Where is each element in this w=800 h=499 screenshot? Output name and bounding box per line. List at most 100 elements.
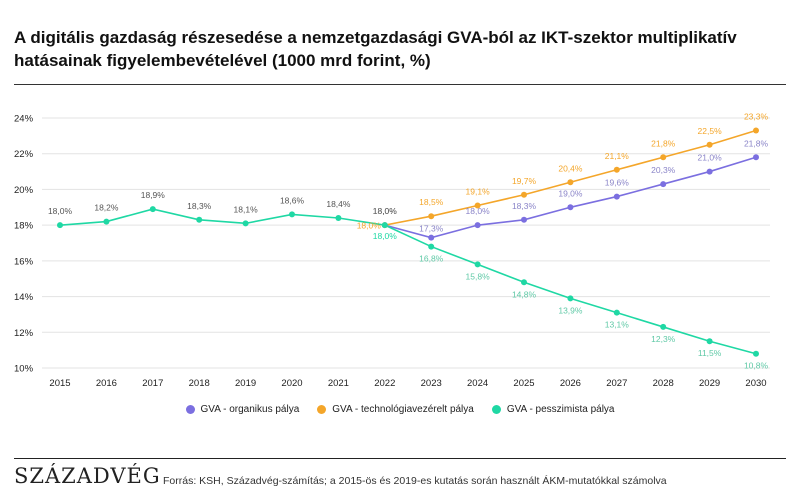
data-point: [474, 222, 481, 229]
data-label: 13,9%: [558, 305, 583, 315]
legend-label: GVA - pesszimista pálya: [506, 404, 615, 415]
data-label: 20,3%: [651, 165, 676, 175]
x-tick-label: 2020: [281, 378, 302, 389]
data-label: 10,8%: [744, 361, 769, 371]
legend-item: GVA - technológiavezérelt pálya: [317, 404, 474, 415]
data-label: 18,9%: [141, 190, 166, 200]
title-divider: [14, 84, 786, 85]
x-tick-label: 2019: [235, 378, 256, 389]
data-point: [428, 234, 435, 241]
footer-divider: [14, 458, 786, 459]
data-point: [196, 216, 203, 223]
data-label: 18,0%: [466, 206, 491, 216]
data-label: 19,7%: [512, 176, 537, 186]
x-tick-label: 2021: [328, 378, 349, 389]
legend-item: GVA - organikus pálya: [185, 404, 299, 415]
data-point: [521, 279, 527, 286]
data-point: [613, 309, 620, 316]
data-point: [474, 261, 481, 268]
data-point: [521, 216, 527, 223]
data-point: [567, 295, 574, 302]
y-tick-label: 22%: [14, 149, 34, 160]
data-point: [335, 215, 342, 221]
data-point: [381, 222, 388, 229]
data-label: 15,8%: [466, 271, 491, 281]
data-label: 16,8%: [419, 254, 444, 264]
data-label: 23,3%: [744, 112, 769, 122]
data-point: [103, 218, 110, 225]
x-tick-label: 2023: [421, 378, 442, 389]
data-point: [567, 204, 574, 211]
x-tick-label: 2022: [374, 378, 395, 389]
data-label: 18,4%: [326, 199, 351, 209]
y-tick-label: 16%: [14, 256, 34, 267]
chart-title: A digitális gazdaság részesedése a nemze…: [14, 28, 737, 70]
data-point: [753, 154, 759, 161]
series-line: [384, 129, 757, 226]
data-label: 14,8%: [512, 289, 537, 299]
data-label: 18,5%: [419, 197, 444, 207]
data-point: [706, 338, 713, 345]
data-label: 18,0%: [48, 206, 73, 216]
data-point: [149, 206, 156, 213]
data-label: 18,6%: [280, 195, 305, 205]
x-tick-label: 2015: [49, 378, 70, 389]
data-label: 18,0%: [357, 221, 382, 231]
x-tick-label: 2028: [653, 378, 674, 389]
data-point: [521, 191, 527, 198]
data-point: [660, 323, 667, 330]
data-point: [613, 193, 620, 200]
y-tick-label: 20%: [14, 185, 34, 196]
data-label: 21,8%: [744, 138, 769, 148]
x-tick-label: 2027: [606, 378, 627, 389]
data-point: [428, 213, 435, 220]
x-tick-label: 2018: [189, 378, 210, 389]
data-point: [753, 127, 759, 134]
data-point: [567, 179, 574, 186]
data-label: 18,3%: [187, 201, 212, 211]
y-tick-label: 24%: [14, 114, 34, 125]
x-tick-label: 2016: [96, 378, 117, 389]
data-label: 21,1%: [605, 151, 630, 161]
data-label: 22,5%: [698, 126, 723, 136]
legend-swatch: [185, 405, 195, 414]
y-tick-label: 14%: [14, 292, 34, 303]
y-tick-label: 10%: [14, 364, 34, 375]
data-label: 13,1%: [605, 320, 630, 330]
data-point: [660, 181, 667, 188]
data-point: [753, 350, 759, 357]
data-point: [474, 202, 481, 209]
y-tick-label: 12%: [14, 328, 34, 339]
data-label: 17,3%: [419, 224, 444, 234]
data-label: 18,0%: [373, 231, 398, 241]
data-point: [660, 154, 667, 161]
data-label: 12,3%: [651, 334, 676, 344]
data-point: [242, 220, 249, 227]
x-tick-label: 2026: [560, 378, 581, 389]
data-label: 11,5%: [698, 348, 722, 358]
legend: GVA - organikus pálya GVA - technológiave…: [0, 404, 800, 415]
data-label: 19,6%: [605, 178, 630, 188]
data-label: 21,8%: [651, 138, 676, 148]
x-tick-label: 2030: [745, 378, 766, 389]
legend-label: GVA - technológiavezérelt pálya: [332, 404, 474, 415]
data-label: 18,3%: [512, 201, 537, 211]
x-tick-label: 2029: [699, 378, 720, 389]
data-label: 20,4%: [558, 163, 583, 173]
legend-item: GVA - pesszimista pálya: [491, 404, 615, 415]
data-point: [57, 222, 63, 229]
data-label: 18,0%: [373, 206, 398, 216]
data-label: 19,1%: [466, 187, 491, 197]
data-label: 18,0%: [373, 206, 398, 216]
data-label: 18,2%: [94, 203, 119, 213]
data-label: 21,0%: [698, 153, 723, 163]
x-tick-label: 2017: [142, 378, 163, 389]
legend-swatch: [491, 405, 501, 414]
legend-swatch: [317, 405, 327, 414]
data-point: [706, 168, 713, 175]
x-tick-label: 2025: [513, 378, 534, 389]
data-point: [289, 211, 295, 218]
data-label: 18,1%: [234, 204, 259, 214]
source-note: Forrás: KSH, Századvég-számítás; a 2015-…: [163, 475, 667, 487]
